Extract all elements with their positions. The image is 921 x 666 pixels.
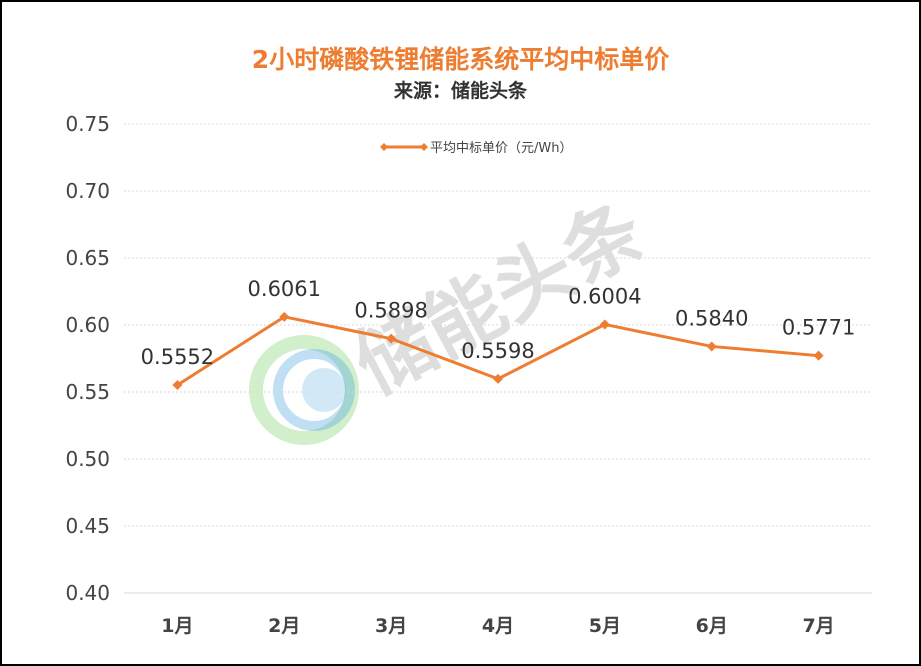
chart-subtitle: 来源：储能头条 <box>393 80 527 102</box>
data-label: 0.5898 <box>354 299 427 323</box>
data-point <box>279 311 290 322</box>
x-tick-label: 2月 <box>268 615 300 637</box>
watermark-logo-icon <box>249 335 359 445</box>
y-tick-label: 0.65 <box>65 246 110 270</box>
data-label: 0.5552 <box>141 345 214 369</box>
x-tick-label: 3月 <box>375 615 407 637</box>
legend-marker-icon <box>380 143 388 151</box>
data-point <box>813 350 824 361</box>
y-tick-label: 0.55 <box>65 380 110 404</box>
chart-title: 2小时磷酸铁锂储能系统平均中标单价 <box>251 45 670 74</box>
y-tick-label: 0.45 <box>65 514 110 538</box>
data-label: 0.5840 <box>675 306 748 330</box>
data-label: 0.6061 <box>248 277 321 301</box>
y-tick-label: 0.40 <box>65 581 110 605</box>
legend-marker-icon <box>420 143 428 151</box>
data-label: 0.6004 <box>568 284 641 308</box>
data-point <box>172 380 183 391</box>
y-tick-label: 0.60 <box>65 313 110 337</box>
y-tick-label: 0.70 <box>65 179 110 203</box>
legend: 平均中标单价（元/Wh） <box>380 141 572 156</box>
data-point <box>599 319 610 330</box>
data-label: 0.5771 <box>782 316 855 340</box>
legend-label: 平均中标单价（元/Wh） <box>430 141 572 156</box>
y-tick-label: 0.50 <box>65 447 110 471</box>
x-tick-label: 1月 <box>161 615 193 637</box>
x-tick-label: 5月 <box>589 615 621 637</box>
data-point <box>706 341 717 352</box>
x-tick-label: 4月 <box>482 615 514 637</box>
x-tick-label: 7月 <box>802 615 834 637</box>
data-label: 0.5598 <box>461 339 534 363</box>
data-point <box>493 373 503 384</box>
data-point <box>386 333 397 344</box>
y-tick-label: 0.75 <box>65 112 110 136</box>
x-tick-label: 6月 <box>696 615 728 637</box>
